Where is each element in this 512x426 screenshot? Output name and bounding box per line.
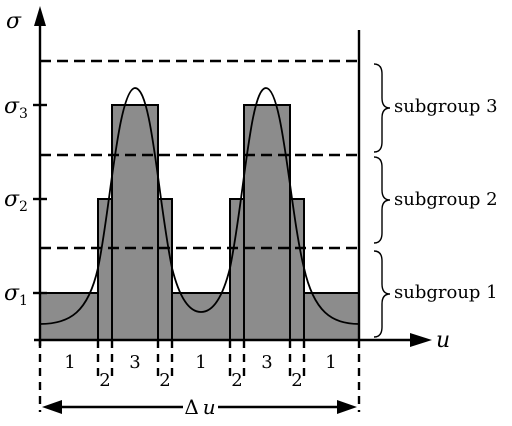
interval-dividers (38, 340, 361, 412)
histogram-bar-5 (171, 292, 231, 341)
histogram (39, 104, 360, 341)
histogram-bar-3 (111, 104, 159, 341)
histogram-bar-4 (157, 198, 173, 341)
interval-label: 2 (291, 370, 302, 391)
level-label-sigma-2: σ2 (4, 187, 28, 215)
axis-label-u: u (436, 328, 450, 353)
level-label-sigma-1: σ1 (4, 281, 28, 309)
interval-label: 1 (195, 352, 206, 373)
span-arrow-left-icon (42, 400, 62, 414)
brace-subgroup-2 (373, 156, 391, 244)
interval-label: 2 (231, 370, 242, 391)
histogram-bar-7 (243, 104, 291, 341)
histogram-bar-1 (39, 292, 99, 341)
subgroup-label-2: subgroup 2 (394, 189, 498, 210)
subgroup-braces (373, 63, 391, 338)
y-ticks (33, 103, 47, 295)
interval-label: 3 (261, 352, 272, 373)
subgroup-boundaries (40, 59, 359, 250)
axis-label-sigma: σ (6, 9, 22, 34)
interval-labels: 1 2 3 2 1 2 3 2 1 (64, 352, 336, 391)
y-axis-arrow-icon (34, 6, 46, 26)
subgroup-label-3: subgroup 3 (394, 96, 498, 117)
interval-label: 1 (325, 352, 336, 373)
level-label-sigma-3: σ3 (4, 94, 28, 122)
brace-subgroup-3 (373, 63, 391, 153)
interval-label: 1 (64, 352, 75, 373)
brace-subgroup-1 (373, 250, 391, 338)
interval-label: 2 (99, 370, 110, 391)
interval-label: 2 (159, 370, 170, 391)
histogram-bar-8 (289, 198, 305, 341)
subgroup-label-1: subgroup 1 (394, 282, 498, 303)
histogram-bar-6 (229, 198, 245, 341)
span-arrow-right-icon (337, 400, 357, 414)
x-axis-arrow-icon (410, 333, 432, 347)
interval-label: 3 (129, 352, 140, 373)
density-curve (39, 87, 360, 325)
